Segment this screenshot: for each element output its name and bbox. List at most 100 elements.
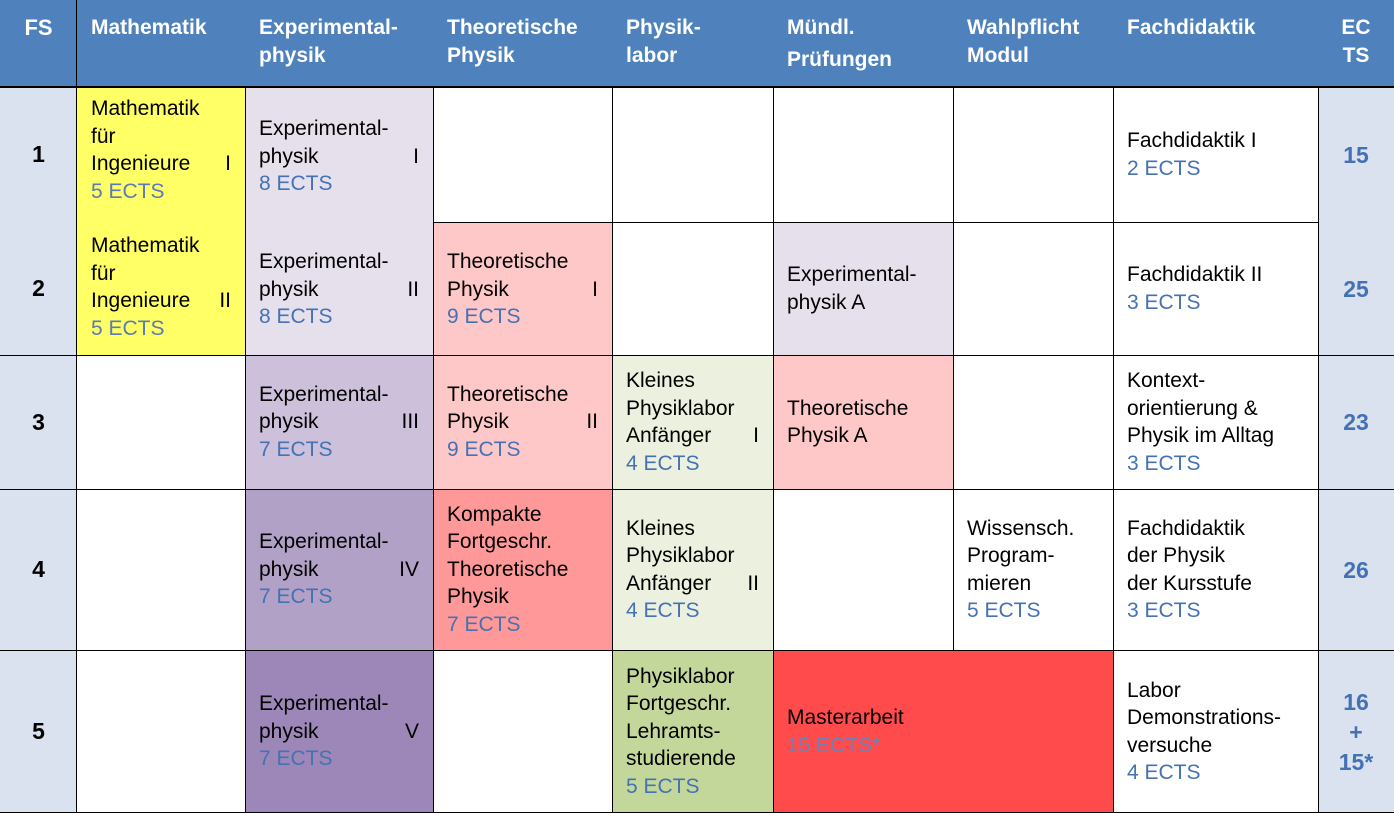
col-rule-7 xyxy=(1113,87,1114,813)
math1-line2: für xyxy=(91,124,116,148)
fd3-line3: Physik im Alltag xyxy=(1127,424,1275,447)
math2-line2: für xyxy=(91,261,116,285)
master-ects: 15 ECTS* xyxy=(787,733,881,757)
fs-1: 1 xyxy=(0,87,77,222)
cell-masterarbeit: Masterarbeit 15 ECTS* xyxy=(773,650,1113,813)
header-wahlpflicht-modul: Wahlpflicht Modul xyxy=(953,0,1113,87)
master-line1: Masterarbeit xyxy=(787,706,904,729)
cell-fd-4: Fachdidaktik der Physik der Kursstufe 3 … xyxy=(1113,489,1318,650)
exp1-ects: 8 ECTS xyxy=(259,172,333,195)
cell-wahl-4: Wissensch. Program- mieren 5 ECTS xyxy=(953,489,1113,650)
cell-pr-3: Theoretische Physik A xyxy=(773,355,953,489)
theo3-ects: 9 ECTS xyxy=(447,437,521,461)
cell-fd-3: Kontext- orientierung & Physik im Alltag… xyxy=(1113,355,1318,489)
theo2-line1: Theoretische xyxy=(447,250,569,273)
math1-roman: I xyxy=(225,152,231,175)
col-rule-6 xyxy=(953,87,954,650)
lab3-roman: I xyxy=(753,424,759,447)
fs-3: 3 xyxy=(0,355,77,489)
header-fs-label: FS xyxy=(24,15,53,40)
ects-3-value: 23 xyxy=(1343,409,1369,435)
theo4-line4: Physik xyxy=(447,585,509,609)
cell-theo-1 xyxy=(433,87,612,222)
exp2-line2: physik xyxy=(259,277,319,301)
exp5-line1: Experimental- xyxy=(259,692,389,716)
header-muendl-line2: Prüfungen xyxy=(787,47,892,71)
header-fs: FS xyxy=(0,0,77,87)
exp4-line2: physik xyxy=(259,557,319,581)
theo4-line2: Fortgeschr. xyxy=(447,530,553,554)
cell-exp-5: Experimental- physik V 7 ECTS xyxy=(245,650,433,813)
fd2-ects: 3 ECTS xyxy=(1127,290,1201,314)
fd1-ects: 2 ECTS xyxy=(1127,156,1201,180)
header-ects: EC TS xyxy=(1318,0,1394,87)
ects-5-line2: + xyxy=(1349,718,1363,745)
lab5-line4: studierende xyxy=(626,747,736,771)
fd1-line1: Fachdidaktik I xyxy=(1127,129,1257,152)
row-rule-3 xyxy=(0,489,1394,490)
cell-lab-4: Kleines Physiklabor Anfänger II 4 ECTS xyxy=(612,489,773,650)
cell-fd-2: Fachdidaktik II 3 ECTS xyxy=(1113,222,1318,355)
cell-lab-1 xyxy=(612,87,773,222)
cell-lab-2 xyxy=(612,222,773,355)
header-fachdidaktik: Fachdidaktik xyxy=(1113,0,1318,87)
pr3-line1: Theoretische xyxy=(787,396,909,420)
header-theo-line2: Physik xyxy=(447,43,515,67)
fs-cell-1-2: 1 2 xyxy=(0,87,77,355)
ects-5-line1: 16 xyxy=(1343,688,1369,715)
header-wahl-line2: Modul xyxy=(967,43,1029,67)
fd2-line1: Fachdidaktik II xyxy=(1127,263,1263,286)
cell-fd-5: Labor Demonstrations- versuche 4 ECTS xyxy=(1113,650,1318,813)
math2-roman: II xyxy=(219,289,231,312)
fd5-line1: Labor xyxy=(1127,678,1181,702)
header-fachdidaktik-label: Fachdidaktik xyxy=(1127,16,1256,39)
lab4-ects: 4 ECTS xyxy=(626,599,700,622)
ects-4-value: 26 xyxy=(1343,556,1369,583)
ects-5: 16 + 15* xyxy=(1318,650,1394,813)
cell-pr-4 xyxy=(773,489,953,650)
ects-2: 25 xyxy=(1318,222,1394,355)
fd4-line1: Fachdidaktik xyxy=(1127,516,1245,540)
fs-2-label: 2 xyxy=(32,275,45,301)
row-rule-4 xyxy=(0,650,1394,651)
col-rule-5 xyxy=(773,87,774,813)
cell-exp-2: Experimental- physik II 8 ECTS xyxy=(245,222,433,355)
cell-exp-3: Experimental- physik III 7 ECTS xyxy=(245,355,433,489)
header-exp-line1: Experimental- xyxy=(259,16,398,39)
exp1-roman: I xyxy=(413,144,419,168)
fs-4: 4 xyxy=(0,489,77,650)
theo4-line3: Theoretische xyxy=(447,557,569,581)
math2-ects: 5 ECTS xyxy=(91,316,165,340)
cell-lab-3: Kleines Physiklabor Anfänger I 4 ECTS xyxy=(612,355,773,489)
fs-3-label: 3 xyxy=(32,408,45,435)
exp3-line2: physik xyxy=(259,410,319,434)
theo4-line1: Kompakte xyxy=(447,502,542,526)
row-rule-1a xyxy=(433,222,1318,223)
exp4-ects: 7 ECTS xyxy=(259,585,333,609)
header-physiklabor: Physik-labor xyxy=(612,0,773,87)
lab3-line1: Kleines xyxy=(626,369,695,392)
header-wahl-line1: Wahlpflicht xyxy=(967,16,1080,39)
header-ects-line2: TS xyxy=(1342,43,1370,67)
pr2-line2: physik A xyxy=(787,290,866,314)
header-experimentalphysik: Experimental-physik xyxy=(245,0,433,87)
theo4-ects: 7 ECTS xyxy=(447,612,521,636)
fd5-line3: versuche xyxy=(1127,733,1213,757)
math2-line1: Mathematik xyxy=(91,234,200,257)
exp3-line1: Experimental- xyxy=(259,382,389,406)
ects-5-line3: 15* xyxy=(1338,748,1374,775)
cell-exp-1: Experimental- physik I 8 ECTS xyxy=(245,87,433,222)
ects-1-value: 15 xyxy=(1343,141,1369,168)
header-mathematik: Mathematik xyxy=(77,0,245,87)
lab4-roman: II xyxy=(747,571,759,595)
exp3-ects: 7 ECTS xyxy=(259,437,333,461)
ects-1: 15 xyxy=(1318,87,1394,222)
math2-line3: Ingenieure xyxy=(91,289,191,312)
ects-3: 23 xyxy=(1318,355,1394,489)
cell-exp-4: Experimental- physik IV 7 ECTS xyxy=(245,489,433,650)
theo2-roman: I xyxy=(592,277,598,301)
exp5-ects: 7 ECTS xyxy=(259,747,333,771)
cell-wahl-3 xyxy=(953,355,1113,489)
ects-2-value: 25 xyxy=(1343,275,1369,302)
